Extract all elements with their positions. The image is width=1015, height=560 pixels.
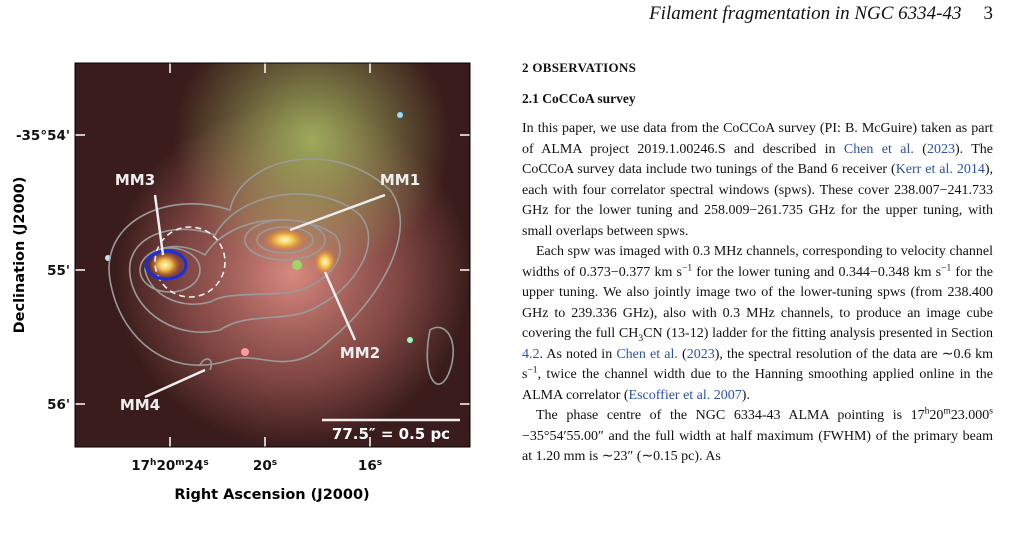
pointer-lines [144,193,460,422]
text-run: Each spw was imaged with 0.3 MHz channel… [522,244,993,280]
source-label: MM1 [380,171,420,189]
citation-link[interactable]: 2023 [926,141,955,157]
text-run: 20 [929,408,944,423]
text-run: ). [741,387,750,403]
citation-link[interactable]: Escoffier et al. 2007 [628,387,742,403]
x-ticks: 17h20m24s 20s 16s [131,458,382,474]
tick-run: s [272,458,277,468]
page-number: 3 [983,3,994,24]
paragraph: The phase centre of the NGC 6334-43 ALMA… [522,406,993,468]
text-run: In this paper, we use data from the CoCC… [522,121,993,157]
beam-ellipse [144,249,188,281]
text-run: s [989,406,993,417]
text-run: 23.000 [950,408,990,423]
beam-circle [154,226,226,298]
text-run: ), each with four correlator spectral wi… [522,162,993,239]
text-column: 2 OBSERVATIONS 2.1 CoCCoA survey In this… [522,58,993,468]
text-run: −35°54′55.00″ and the full width at half… [522,428,993,465]
text-run: . As noted in [539,346,617,362]
contours [108,158,455,385]
body-text: In this paper, we use data from the CoCC… [522,119,993,468]
figure: MM1 MM2 MM3 MM4 77.5″ = 0.5 pc -35°54' 5… [12,62,471,503]
tick-run: s [377,458,382,468]
text-run: h [924,406,930,417]
text-run: for the upper tuning. We also jointly im… [522,264,994,342]
tick-run: m [175,458,184,468]
tick-run: h [150,458,156,468]
text-run: , twice the channel width due to the Han… [522,367,993,403]
labels: MM1 MM2 MM3 MM4 77.5″ = 0.5 pc [115,171,450,443]
text-run: −1 [941,262,952,273]
text-run: ). The CoCCoA survey data include two tu… [522,141,993,178]
text-run: m [943,406,951,417]
citation-link[interactable]: 2023 [686,346,715,362]
x-tick-label: 20s [253,458,277,474]
text-run: 3 [638,333,644,344]
citation-link[interactable]: Kerr et al. 2014 [895,162,985,177]
source-label: MM3 [115,171,155,189]
x-axis-title: Right Ascension (J2000) [174,487,369,503]
tick-run: s [203,458,208,468]
tick-run: 20 [156,458,175,474]
running-header: Filament fragmentation in NGC 6334-43 3 [649,0,993,28]
frame-ticks [75,63,470,447]
text-run: ( [913,141,927,157]
citation-link[interactable]: Chen et al. [843,141,914,157]
text-run: The phase centre of the NGC 6334-43 ALMA… [536,408,925,423]
section-title: 2 OBSERVATIONS [522,60,637,75]
x-tick-label: 16s [358,458,382,474]
text-run: for the lower tuning and 0.344−0.348 km … [692,264,942,280]
source-label: MM4 [120,396,160,414]
y-axis-title: Declination (J2000) [12,177,28,334]
tick-run: 24 [185,458,204,474]
y-tick-label: -35°54' [16,128,70,144]
tick-run: 16 [358,458,377,474]
citation-link[interactable]: 4.2 [522,346,540,362]
tick-run: 20 [253,458,272,474]
y-tick-label: 56' [47,397,70,413]
paragraph: Each spw was imaged with 0.3 MHz channel… [522,242,993,406]
citation-link[interactable]: Chen et al. [616,346,678,362]
text-run: ), the spectral resolution of the data a… [522,346,994,383]
tick-run: 17 [131,458,150,474]
subsection-title: 2.1 CoCCoA survey [522,90,636,106]
y-ticks: -35°54' 55' 56' [16,128,70,413]
text-run: −1 [681,262,693,273]
source-label: MM2 [340,344,380,362]
scale-bar-label: 77.5″ = 0.5 pc [332,425,450,443]
paragraph: In this paper, we use data from the CoCC… [522,119,993,242]
frame [74,62,471,448]
x-tick-label: 17h20m24s [131,458,209,474]
text-run: ( [677,346,687,362]
running-title: Filament fragmentation in NGC 6334-43 [649,3,962,24]
text-run: −1 [527,365,538,376]
text-run: CN (13-12) ladder for the fitting analys… [643,326,993,341]
y-tick-label: 55' [47,263,70,279]
image [75,63,470,447]
